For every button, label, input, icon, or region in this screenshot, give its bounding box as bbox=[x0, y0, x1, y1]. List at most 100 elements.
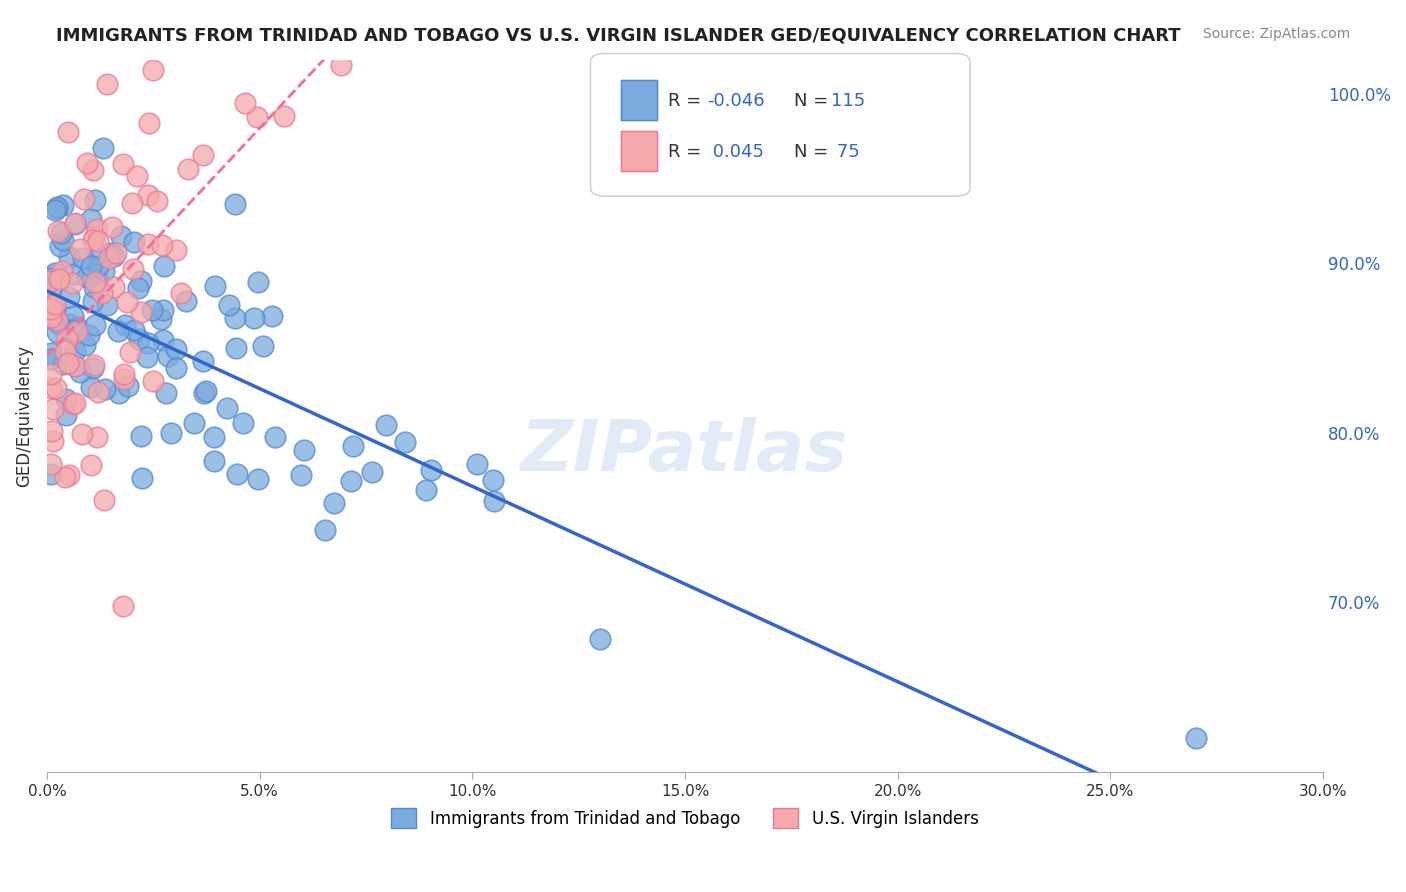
Point bbox=[98, 246, 121, 260]
Point bbox=[104, 245, 127, 260]
Text: 0.045: 0.045 bbox=[707, 143, 765, 161]
Point bbox=[215, 401, 238, 416]
Point bbox=[41, 346, 63, 360]
Point bbox=[589, 632, 612, 646]
Point bbox=[39, 310, 62, 324]
Text: N =: N = bbox=[794, 92, 834, 110]
Point bbox=[152, 333, 174, 347]
Point bbox=[55, 392, 77, 407]
Point bbox=[60, 276, 83, 290]
Point bbox=[103, 280, 125, 294]
Point bbox=[46, 325, 69, 339]
Point bbox=[108, 386, 131, 401]
Point bbox=[121, 195, 143, 210]
Point bbox=[202, 454, 225, 468]
Point bbox=[63, 217, 86, 231]
Point bbox=[51, 264, 73, 278]
Point bbox=[224, 311, 246, 326]
Point bbox=[82, 163, 104, 178]
Point bbox=[112, 371, 135, 385]
Point bbox=[420, 463, 443, 477]
Point bbox=[56, 332, 79, 346]
Point bbox=[52, 357, 75, 371]
Point bbox=[63, 216, 86, 230]
Text: R =: R = bbox=[668, 143, 707, 161]
Point bbox=[73, 192, 96, 206]
Point bbox=[49, 239, 72, 253]
Point bbox=[76, 269, 98, 284]
Point bbox=[292, 443, 315, 458]
Point bbox=[76, 156, 98, 170]
Point bbox=[195, 384, 218, 398]
Text: 115: 115 bbox=[831, 92, 865, 110]
Legend: Immigrants from Trinidad and Tobago, U.S. Virgin Islanders: Immigrants from Trinidad and Tobago, U.S… bbox=[385, 801, 986, 835]
Point bbox=[100, 220, 122, 235]
Point bbox=[84, 318, 107, 332]
Point bbox=[193, 386, 215, 401]
Point bbox=[46, 224, 69, 238]
Point bbox=[58, 468, 80, 483]
Point bbox=[138, 115, 160, 129]
Point bbox=[86, 222, 108, 236]
Point bbox=[59, 326, 82, 340]
Point bbox=[70, 427, 93, 442]
Text: -0.046: -0.046 bbox=[707, 92, 765, 110]
Point bbox=[65, 359, 87, 373]
Point bbox=[150, 238, 173, 252]
Point bbox=[224, 197, 246, 211]
Point bbox=[202, 430, 225, 444]
Point bbox=[246, 472, 269, 486]
Point bbox=[91, 285, 114, 300]
Point bbox=[160, 426, 183, 441]
Point bbox=[75, 338, 97, 352]
Point bbox=[183, 416, 205, 430]
Point bbox=[232, 416, 254, 430]
Point bbox=[45, 202, 67, 216]
Point bbox=[41, 425, 63, 439]
Text: IMMIGRANTS FROM TRINIDAD AND TOBAGO VS U.S. VIRGIN ISLANDER GED/EQUIVALENCY CORR: IMMIGRANTS FROM TRINIDAD AND TOBAGO VS U… bbox=[56, 27, 1181, 45]
Point bbox=[56, 356, 79, 370]
Point bbox=[48, 317, 70, 331]
Point bbox=[242, 311, 264, 326]
Point bbox=[44, 306, 66, 320]
Point bbox=[80, 458, 103, 472]
Point bbox=[129, 274, 152, 288]
Point bbox=[83, 280, 105, 294]
Point bbox=[48, 272, 70, 286]
Point bbox=[65, 343, 87, 358]
Point bbox=[465, 457, 488, 471]
Point bbox=[481, 473, 503, 487]
Point bbox=[83, 358, 105, 372]
Point bbox=[233, 95, 256, 110]
Point bbox=[142, 62, 165, 77]
Point bbox=[174, 293, 197, 308]
Point bbox=[94, 382, 117, 396]
Point bbox=[41, 434, 63, 449]
Point bbox=[39, 457, 62, 471]
Point bbox=[86, 430, 108, 444]
Point bbox=[80, 212, 103, 227]
Point bbox=[225, 341, 247, 355]
Point bbox=[142, 375, 165, 389]
Point bbox=[330, 58, 353, 72]
Point bbox=[42, 402, 65, 417]
Point bbox=[290, 467, 312, 482]
Point bbox=[193, 354, 215, 368]
Text: N =: N = bbox=[794, 143, 834, 161]
Point bbox=[66, 324, 89, 338]
Point bbox=[342, 439, 364, 453]
Point bbox=[39, 467, 62, 481]
Point bbox=[69, 242, 91, 256]
Point bbox=[340, 474, 363, 488]
Point bbox=[122, 235, 145, 250]
Point bbox=[96, 77, 118, 91]
Point bbox=[58, 290, 80, 304]
Point bbox=[45, 313, 67, 327]
Point bbox=[150, 311, 173, 326]
Point bbox=[45, 381, 67, 395]
Point bbox=[103, 249, 125, 263]
Point bbox=[82, 361, 104, 376]
Point bbox=[111, 157, 134, 171]
Point bbox=[170, 285, 193, 300]
Point bbox=[83, 194, 105, 208]
